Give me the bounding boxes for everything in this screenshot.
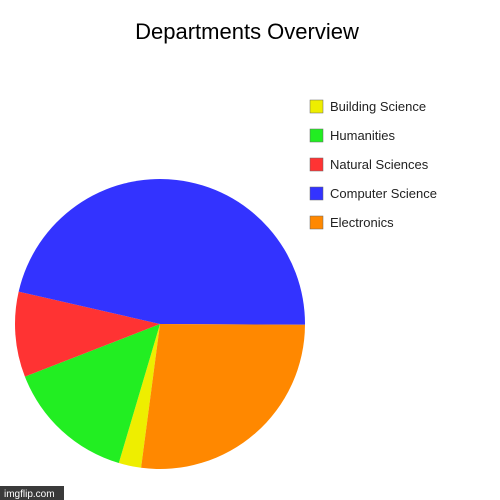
chart-title: Departments Overview [135,19,359,44]
legend-swatch [309,99,324,114]
legend-label: Computer Science [330,186,437,201]
legend-swatch [309,157,324,172]
legend-label: Humanities [330,128,396,143]
watermark-text: imgflip.com [4,489,55,500]
legend-swatch [309,128,324,143]
pie-slice-computer-science [18,178,305,325]
watermark: imgflip.com [0,486,64,500]
pie-slices [15,178,305,469]
pie-slice-humanities [24,324,161,464]
pie-slice-building-science [118,324,160,468]
legend: Building Science Humanities Natural Scienc… [309,99,437,230]
legend-label: Electronics [330,215,394,230]
legend-swatch [309,215,324,230]
legend-swatch [309,186,324,201]
pie-slice-natural-sciences [15,291,161,377]
pie-slice-electronics [141,324,305,469]
legend-label: Natural Sciences [330,157,429,172]
legend-label: Building Science [330,99,426,114]
